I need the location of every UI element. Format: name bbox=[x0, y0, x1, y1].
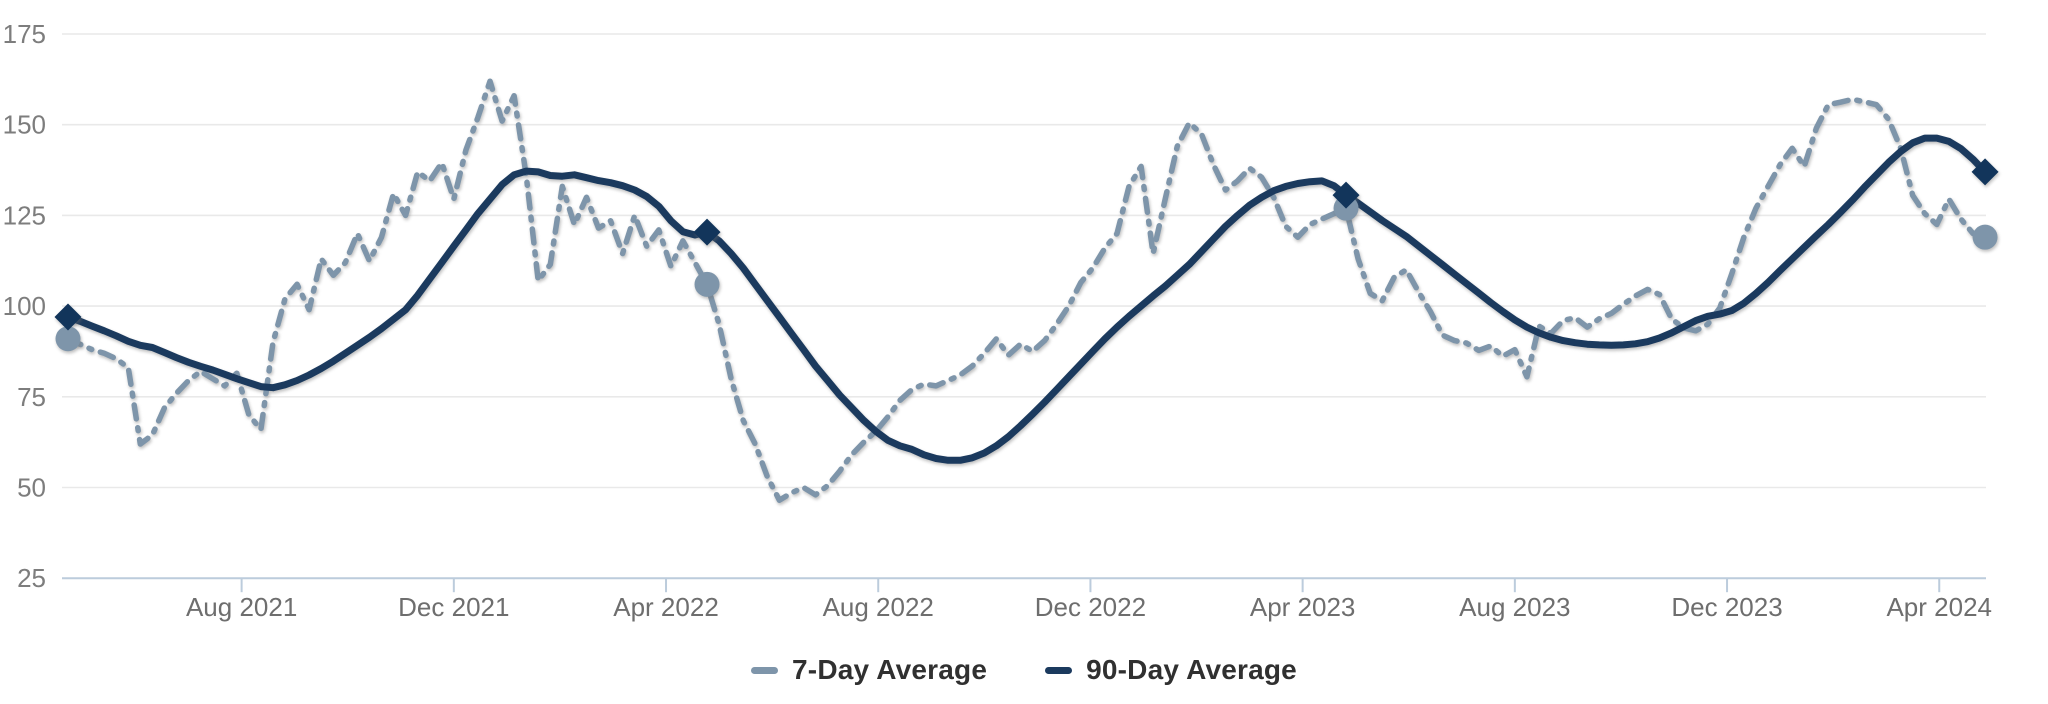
series-markers bbox=[54, 158, 1999, 352]
y-axis-label-150: 150 bbox=[3, 110, 46, 140]
legend-item-7-day-average[interactable]: 7-Day Average bbox=[751, 654, 987, 686]
legend-label-90-day-average: 90-Day Average bbox=[1086, 654, 1297, 685]
90-day-average-marker-icon bbox=[693, 218, 721, 246]
90-day-average-line bbox=[64, 134, 1989, 464]
7-day-average-marker-icon bbox=[694, 271, 720, 297]
x-axis-label-dec-2023: Dec 2023 bbox=[1671, 592, 1782, 622]
chart-plot-area: 25 50 75 100 125 150 175 Aug 2021 Dec 2021 Apr 20… bbox=[3, 19, 1999, 622]
90-day-average-marker-icon bbox=[54, 303, 82, 331]
x-axis-label-aug-2023: Aug 2023 bbox=[1459, 592, 1570, 622]
x-axis-label-apr-2023: Apr 2023 bbox=[1250, 592, 1356, 622]
x-axis-label-dec-2021: Dec 2021 bbox=[398, 592, 509, 622]
90-day-average-swatch-icon bbox=[1045, 666, 1073, 674]
7-day-average-line bbox=[65, 78, 1988, 503]
legend-label-7-day-average: 7-Day Average bbox=[792, 654, 988, 685]
y-axis-label-25: 25 bbox=[17, 563, 46, 593]
y-axis-label-175: 175 bbox=[3, 19, 46, 49]
7-day-average-swatch-icon bbox=[751, 666, 779, 674]
x-axis-label-aug-2022: Aug 2022 bbox=[823, 592, 934, 622]
90-day-average-marker-icon bbox=[1332, 181, 1360, 209]
y-axis-label-50: 50 bbox=[17, 473, 46, 503]
y-axis-label-125: 125 bbox=[3, 200, 46, 230]
x-axis-label-dec-2022: Dec 2022 bbox=[1035, 592, 1146, 622]
x-axis-label-aug-2021: Aug 2021 bbox=[186, 592, 297, 622]
y-axis-label-100: 100 bbox=[3, 291, 46, 321]
7-day-average-marker-icon bbox=[1972, 224, 1998, 250]
legend-item-90-day-average[interactable]: 90-Day Average bbox=[1045, 654, 1297, 686]
y-axis-label-75: 75 bbox=[17, 382, 46, 412]
series-lines bbox=[64, 78, 1989, 503]
x-axis-label-apr-2024: Apr 2024 bbox=[1886, 592, 1992, 622]
7-day-average-marker-icon bbox=[55, 326, 81, 352]
chart-legend: 7-Day Average 90-Day Average bbox=[0, 644, 2048, 696]
90-day-average-marker-icon bbox=[1971, 158, 1999, 186]
x-axis-label-apr-2022: Apr 2022 bbox=[613, 592, 719, 622]
